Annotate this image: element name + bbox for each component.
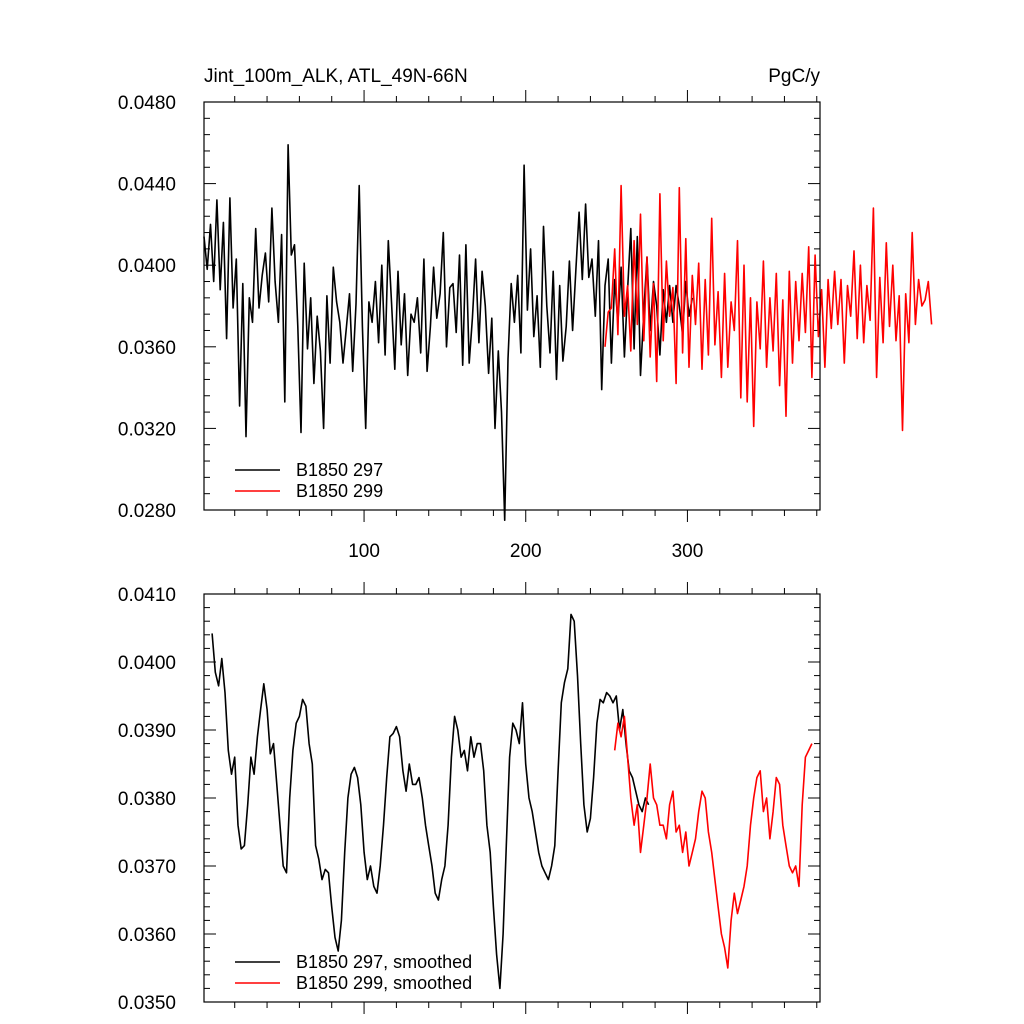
series-line-b1850-299-smoothed — [613, 715, 813, 969]
x-tick-label: 100 — [348, 541, 380, 562]
bottom-x-ticks — [234, 582, 818, 1014]
bottom-plot-frame — [203, 593, 821, 1003]
legend-label-b1850-299: B1850 299 — [296, 481, 383, 501]
y-tick-label: 0.0440 — [118, 175, 176, 196]
y-tick-label: 0.0320 — [118, 419, 176, 440]
y-tick-label: 0.0400 — [118, 256, 176, 277]
y-tick-label: 0.0370 — [118, 857, 176, 878]
bottom-legend: B1850 297, smoothed B1850 299, smoothed — [235, 952, 472, 993]
legend-label-b1850-299-smoothed: B1850 299, smoothed — [296, 973, 472, 993]
y-tick-label: 0.0350 — [118, 993, 176, 1014]
y-tick-label: 0.0380 — [118, 789, 176, 810]
bottom-y-ticks: 0.0350 0.0360 0.0370 0.0380 0.0390 0.0400 0.04… — [118, 585, 820, 1014]
top-panel-title: Jint_100m_ALK, ATL_49N-66N — [204, 66, 468, 87]
top-y-ticks: 0.0280 0.0320 0.0360 0.0400 0.0440 0.0480 — [118, 93, 820, 522]
y-tick-label: 0.0360 — [118, 338, 176, 359]
legend-label-b1850-297: B1850 297 — [296, 460, 383, 480]
top-x-ticks: 100 200 300 — [234, 90, 818, 562]
y-tick-label: 0.0390 — [118, 721, 176, 742]
y-tick-label: 0.0480 — [118, 93, 176, 114]
top-legend: B1850 297 B1850 299 — [235, 460, 383, 501]
bottom-panel: 0.0350 0.0360 0.0370 0.0380 0.0390 0.0400 0.04… — [118, 582, 821, 1014]
y-tick-label: 0.0360 — [118, 925, 176, 946]
y-tick-label: 0.0400 — [118, 653, 176, 674]
series-line-b1850-299 — [604, 184, 933, 432]
bottom-series — [211, 613, 813, 990]
x-tick-label: 300 — [672, 541, 704, 562]
series-line-b1850-297 — [203, 144, 694, 522]
legend-label-b1850-297-smoothed: B1850 297, smoothed — [296, 952, 472, 972]
top-panel: Jint_100m_ALK, ATL_49N-66N PgC/y 0.02800… — [118, 66, 933, 562]
series-line-b1850-297-smoothed — [211, 613, 650, 990]
top-series — [203, 144, 933, 522]
x-tick-label: 200 — [510, 541, 542, 562]
y-tick-label: 0.0280 — [118, 501, 176, 522]
top-panel-units: PgC/y — [768, 66, 820, 87]
y-tick-label: 0.0410 — [118, 585, 176, 606]
top-plot-frame — [203, 101, 821, 511]
